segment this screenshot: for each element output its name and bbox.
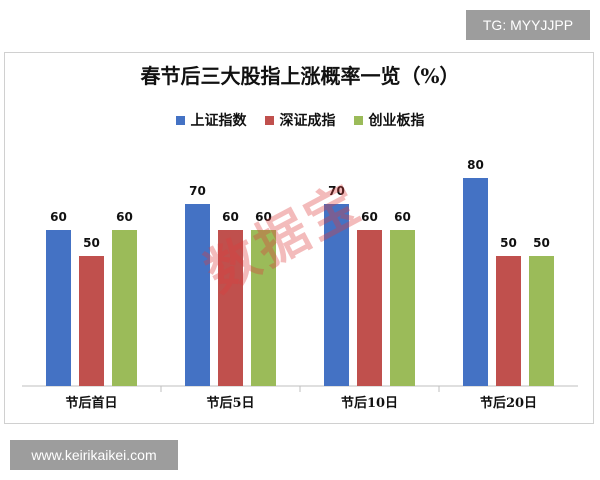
data-label-0-1: 50 <box>83 236 100 250</box>
legend-label-1: 深证成指 <box>279 113 336 129</box>
data-label-0-2: 60 <box>116 210 133 224</box>
bar-2-1 <box>357 230 382 386</box>
bar-0-1 <box>79 256 104 386</box>
legend-swatch-0 <box>175 115 185 125</box>
x-tick-label-3: 节后20日 <box>480 395 537 411</box>
data-label-3-2: 50 <box>533 236 550 250</box>
data-label-1-2: 60 <box>255 210 272 224</box>
legend-item-series-0: 上证指数 <box>175 110 247 130</box>
bar-2-0 <box>324 204 349 386</box>
legend-item-series-1: 深证成指 <box>264 110 336 130</box>
legend-item-series-2: 创业板指 <box>353 110 425 130</box>
legend: 上证指数 深证成指 创业板指 <box>0 110 600 130</box>
bar-0-0 <box>46 230 71 386</box>
bar-1-2 <box>251 230 276 386</box>
data-label-2-0: 70 <box>328 184 345 198</box>
bar-2-2 <box>390 230 415 386</box>
data-label-1-1: 60 <box>222 210 239 224</box>
legend-swatch-1 <box>264 115 274 125</box>
chart-title: 春节后三大股指上涨概率一览（%） <box>140 64 460 88</box>
data-label-1-0: 70 <box>189 184 206 198</box>
x-tick-label-0: 节后首日 <box>65 395 117 411</box>
data-label-2-1: 60 <box>361 210 378 224</box>
data-label-3-0: 80 <box>467 158 484 172</box>
x-tick-label-1: 节后5日 <box>206 395 254 411</box>
x-tick-label-2: 节后10日 <box>341 395 398 411</box>
bar-1-1 <box>218 230 243 386</box>
bar-1-0 <box>185 204 210 386</box>
bar-3-0 <box>463 178 488 386</box>
data-label-2-2: 60 <box>394 210 411 224</box>
bar-3-1 <box>496 256 521 386</box>
legend-label-2: 创业板指 <box>368 113 425 129</box>
bar-3-2 <box>529 256 554 386</box>
tg-badge: TG: MYYJJPP <box>466 10 590 40</box>
legend-label-0: 上证指数 <box>190 113 247 129</box>
data-label-0-0: 60 <box>50 210 67 224</box>
data-label-3-1: 50 <box>500 236 517 250</box>
site-url-label: www.keirikaikei.com <box>10 440 178 470</box>
bar-0-2 <box>112 230 137 386</box>
legend-swatch-2 <box>353 115 363 125</box>
